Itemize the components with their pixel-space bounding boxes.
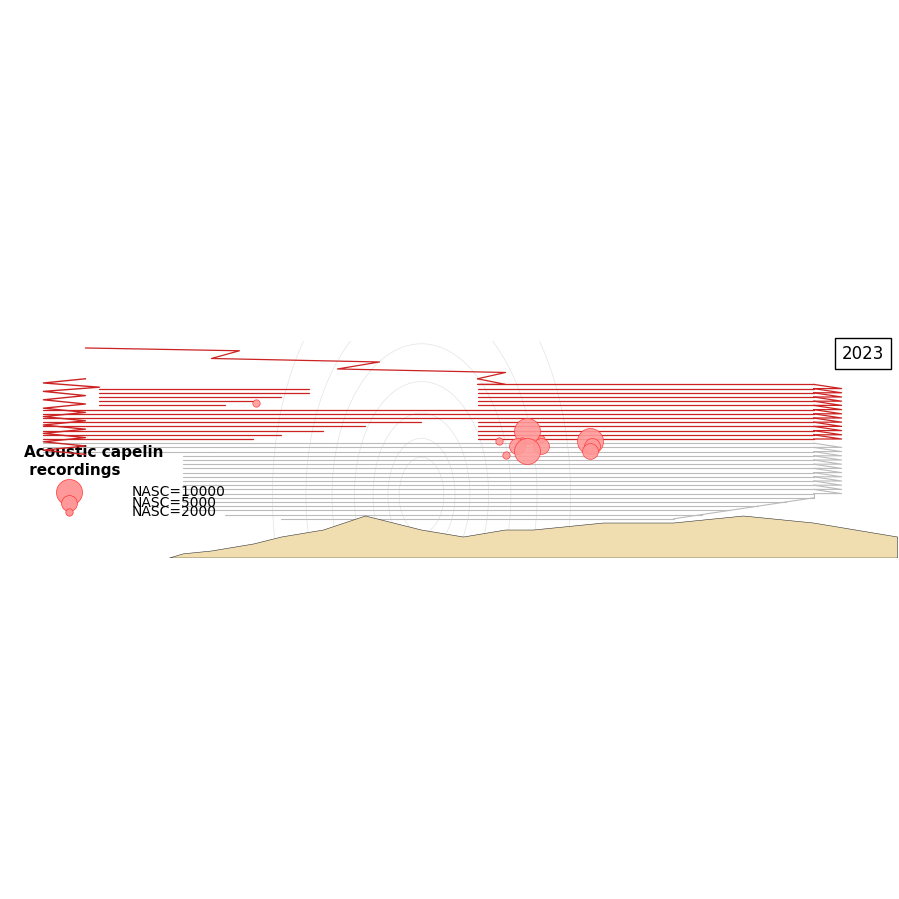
Point [520, 444, 534, 458]
Point [498, 448, 512, 462]
Point [583, 444, 597, 458]
Point [533, 432, 547, 446]
Text: 2023: 2023 [841, 344, 885, 362]
Text: NASC=5000: NASC=5000 [131, 496, 217, 511]
Point [585, 439, 600, 453]
Text: NASC=10000: NASC=10000 [131, 485, 226, 499]
Point [520, 424, 534, 439]
Point [510, 439, 524, 453]
Point [583, 434, 597, 449]
Point [515, 434, 530, 449]
Point [492, 434, 506, 449]
Text: Acoustic capelin
 recordings: Acoustic capelin recordings [23, 445, 164, 477]
Point [249, 396, 263, 411]
Polygon shape [169, 516, 897, 558]
Point [533, 439, 547, 453]
Text: NASC=2000: NASC=2000 [131, 505, 217, 519]
